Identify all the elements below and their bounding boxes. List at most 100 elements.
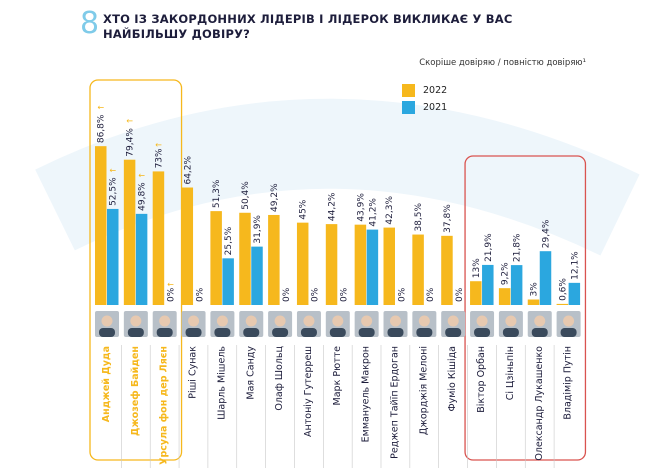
data-label-2021-cat-14: 21,8% [513,233,523,262]
photo-face-cat-0 [101,315,113,327]
data-label-2021-cat-0: 52,5% [109,177,119,206]
photo-face-cat-13 [476,315,488,327]
arrow-icon: ← [138,171,145,180]
photo-suit-cat-0 [99,328,115,337]
bar-2021-cat-15 [539,251,552,305]
arrow-icon: ← [126,117,133,126]
bar-2022-cat-1 [123,159,136,305]
bar-2021-cat-0 [107,208,119,305]
data-label-2022-cat-9: 43,9% [356,193,366,222]
photo-face-cat-2 [159,315,171,327]
bar-2022-cat-11 [412,234,424,305]
photo-face-cat-15 [534,315,546,327]
data-label-2022-cat-13: 13% [472,258,482,278]
data-label-2022-cat-4: 51,3% [212,179,222,208]
photo-face-cat-8 [332,315,344,327]
data-label-2021-cat-7: 0% [311,287,321,302]
photo-face-cat-16 [563,315,575,327]
name-label-cat-2: Урсула фон дер Ляєн [159,346,170,465]
bar-2022-cat-16 [556,303,569,305]
name-label-cat-1: Джозеф Байден [130,346,141,436]
data-label-2021-cat-4: 25,5% [224,226,234,255]
data-label-2021-cat-16: 12,1% [570,251,580,280]
bar-2021-cat-1 [135,213,148,305]
legend-item-2022: 2022 [402,82,447,99]
photo-suit-cat-2 [156,328,173,337]
bar-2022-cat-9 [354,224,367,305]
bar-2022-cat-4 [210,211,222,305]
bar-2021-cat-16 [568,282,581,305]
photo-suit-cat-6 [272,328,289,337]
data-label-2021-cat-9: 41,2% [368,198,378,227]
arrow-icon: ← [155,140,162,149]
data-label-2022-cat-1: 79,4% [126,128,136,157]
data-label-2021-cat-8: 0% [340,287,350,302]
bar-2022-cat-6 [268,214,280,305]
name-label-cat-8: Марк Рютте [332,346,343,406]
photo-face-cat-3 [188,315,200,327]
photo-suit-cat-14 [502,328,519,337]
data-label-2021-cat-11: 0% [426,287,436,302]
legend-swatch-2021 [402,101,415,114]
photo-face-cat-14 [505,315,517,327]
bar-2022-cat-12 [441,235,453,305]
name-label-cat-9: Еммануель Макрон [361,346,372,442]
photo-face-cat-1 [130,315,142,327]
bar-2022-cat-10 [383,227,395,305]
photo-suit-cat-1 [127,328,144,337]
name-label-cat-7: Антоніу Гутерреш [303,346,314,437]
data-label-2022-cat-0: 86,8% [97,114,107,143]
photo-suit-cat-8 [329,328,346,337]
data-label-2022-cat-6: 49,2% [270,183,280,212]
photo-suit-cat-3 [185,328,202,337]
data-label-2021-cat-13: 21,9% [484,233,494,262]
data-label-2021-cat-1: 49,8% [138,182,148,211]
bar-2022-cat-7 [296,222,309,305]
data-label-2021-cat-15: 29,4% [542,219,552,248]
data-label-2022-cat-2: 73% [154,148,164,168]
data-label-2021-cat-12: 0% [455,287,465,302]
data-label-2021-cat-3: 0% [195,287,205,302]
data-label-2021-cat-2: 0% [166,287,176,302]
data-label-2022-cat-3: 64,2% [183,155,193,184]
name-label-cat-16: Владімір Путін [563,346,574,420]
data-label-2022-cat-15: 3% [530,282,540,297]
data-label-2022-cat-5: 50,4% [241,181,251,210]
name-label-cat-6: Олаф Шольц [274,345,285,410]
name-label-cat-13: Віктор Орбан [476,346,487,413]
bar-2022-cat-15 [527,299,540,305]
data-label-2022-cat-14: 9,2% [501,262,511,285]
photo-suit-cat-10 [387,328,404,337]
name-label-cat-3: Ріші Сунак [188,346,199,399]
bar-2022-cat-5 [239,212,251,305]
data-label-2021-cat-5: 31,9% [253,215,263,244]
photo-suit-cat-15 [531,328,548,337]
name-label-cat-12: Фуміо Кішіда [447,346,458,412]
name-label-cat-15: Олександр Лукашенко [534,346,545,461]
arrow-icon: ← [97,103,104,112]
photo-suit-cat-12 [445,328,462,337]
chart-title: ХТО ІЗ ЗАКОРДОННИХ ЛІДЕРІВ І ЛІДЕРОК ВИК… [103,12,513,41]
name-label-cat-11: Джорджія Мелоні [418,346,429,435]
bar-2021-cat-4 [222,258,234,305]
name-label-cat-10: Реджеп Тайїп Ердоган [390,346,401,459]
photo-suit-cat-5 [243,328,260,337]
bar-2021-cat-14 [510,265,523,305]
legend: 2022 2021 [402,82,447,116]
data-label-2022-cat-16: 0,6% [558,278,568,301]
photo-face-cat-6 [274,315,286,327]
bar-2021-cat-13 [482,264,494,305]
photo-face-cat-4 [216,315,228,327]
bar-2021-cat-5 [251,246,263,305]
photo-suit-cat-9 [358,328,375,337]
legend-swatch-2022 [402,84,415,97]
data-label-2022-cat-7: 45% [299,199,309,219]
data-label-2022-cat-8: 44,2% [328,192,338,221]
bar-2022-cat-2 [152,171,165,305]
data-label-2021-cat-6: 0% [282,287,292,302]
question-number: 8 [80,6,100,41]
photo-face-cat-12 [447,315,459,327]
photo-face-cat-9 [361,315,373,327]
photo-suit-cat-11 [416,328,433,337]
